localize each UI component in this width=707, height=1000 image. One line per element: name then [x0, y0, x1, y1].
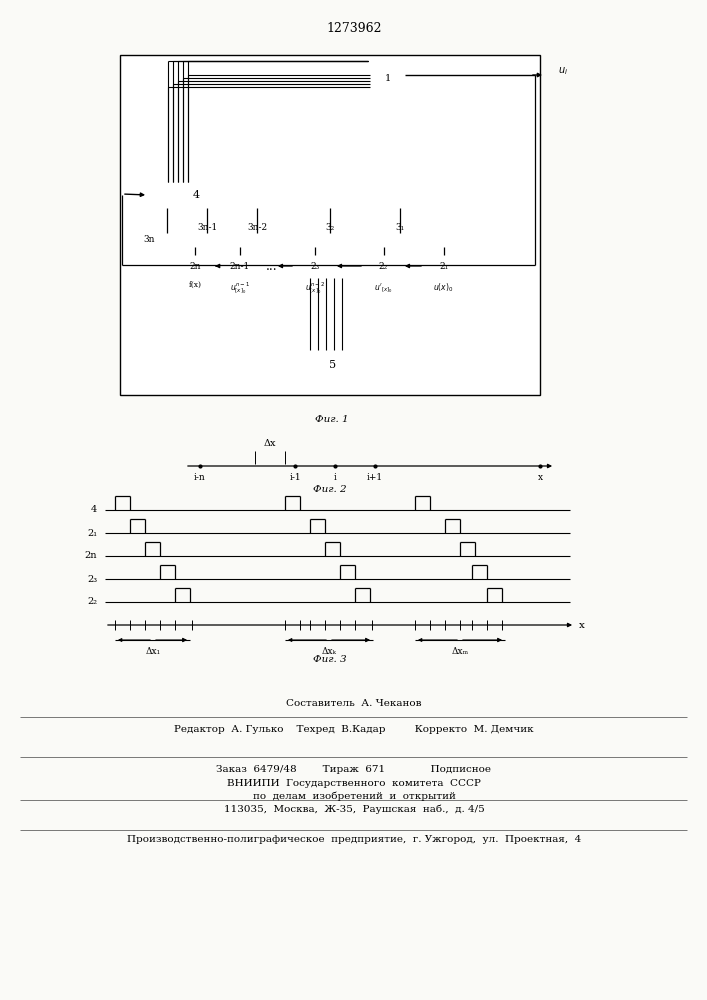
Text: $u'_{[x]_0}$: $u'_{[x]_0}$ — [374, 281, 392, 295]
Text: Редактор  А. Гулько    Техред  В.Кадар         Корректо  М. Демчик: Редактор А. Гулько Техред В.Кадар Коррек… — [174, 726, 534, 734]
Text: 1273962: 1273962 — [326, 21, 382, 34]
Text: 2₁: 2₁ — [87, 528, 97, 538]
Bar — [425, 255, 462, 278]
Text: 2₂: 2₂ — [379, 262, 388, 271]
Text: 4: 4 — [193, 190, 200, 200]
Text: Фиг. 1: Фиг. 1 — [315, 416, 349, 424]
Text: 3n-1: 3n-1 — [197, 223, 217, 232]
Text: 1: 1 — [385, 74, 391, 83]
Text: f(x): f(x) — [189, 281, 201, 289]
Text: по  делам  изобретений  и  открытий: по делам изобретений и открытий — [252, 791, 455, 801]
Text: 2₃: 2₃ — [310, 262, 320, 271]
Text: x: x — [579, 620, 585, 630]
Text: Заказ  6479/48        Тираж  671              Подписное: Заказ 6479/48 Тираж 671 Подписное — [216, 766, 491, 774]
Text: 5: 5 — [329, 360, 336, 370]
Text: $u_i$: $u_i$ — [558, 65, 568, 77]
Bar — [295, 350, 370, 380]
Text: 2₃: 2₃ — [87, 574, 97, 584]
Bar — [220, 255, 260, 278]
Text: Производственно-полиграфическое  предприятие,  г. Ужгород,  ул.  Проектная,  4: Производственно-полиграфическое предприя… — [127, 836, 581, 844]
Text: $u(x)_0$: $u(x)_0$ — [433, 282, 453, 294]
Text: ВНИИПИ  Государственного  комитета  СССР: ВНИИПИ Государственного комитета СССР — [227, 778, 481, 788]
Text: Δx₁: Δx₁ — [146, 648, 160, 656]
Text: 2₁: 2₁ — [439, 262, 448, 271]
Text: i: i — [334, 474, 337, 483]
Text: 2n-1: 2n-1 — [230, 262, 250, 271]
Text: Фиг. 2: Фиг. 2 — [313, 486, 347, 494]
Text: 113035,  Москва,  Ж-35,  Раушская  наб.,  д. 4/5: 113035, Москва, Ж-35, Раушская наб., д. … — [223, 804, 484, 814]
Text: 4: 4 — [90, 506, 97, 514]
Text: 2₂: 2₂ — [87, 597, 97, 606]
Text: 3₁: 3₁ — [395, 223, 404, 232]
Text: $u^{n-1}_{[x]_0}$: $u^{n-1}_{[x]_0}$ — [230, 280, 250, 296]
Text: 3₂: 3₂ — [325, 223, 334, 232]
Text: Δxₘ: Δxₘ — [452, 648, 469, 656]
Text: Фиг. 3: Фиг. 3 — [313, 656, 347, 664]
Text: Составитель  А. Чеканов: Составитель А. Чеканов — [286, 698, 422, 708]
Text: $u^{n-2}_{[x]_0}$: $u^{n-2}_{[x]_0}$ — [305, 280, 325, 296]
Bar — [175, 255, 215, 278]
Text: x: x — [537, 474, 542, 483]
Text: i-1: i-1 — [289, 474, 300, 483]
Text: Δxₖ: Δxₖ — [322, 648, 337, 656]
Text: 2n: 2n — [189, 262, 201, 271]
Text: i-n: i-n — [194, 474, 206, 483]
Text: 3n-2: 3n-2 — [247, 223, 267, 232]
Text: i+1: i+1 — [367, 474, 383, 483]
Text: Δx: Δx — [264, 440, 276, 448]
Text: 3n: 3n — [144, 235, 155, 244]
Bar — [365, 255, 402, 278]
Bar — [296, 255, 334, 278]
Text: 2n: 2n — [85, 552, 97, 560]
Text: ...: ... — [267, 259, 278, 272]
Bar — [148, 182, 245, 208]
Bar — [120, 55, 540, 395]
